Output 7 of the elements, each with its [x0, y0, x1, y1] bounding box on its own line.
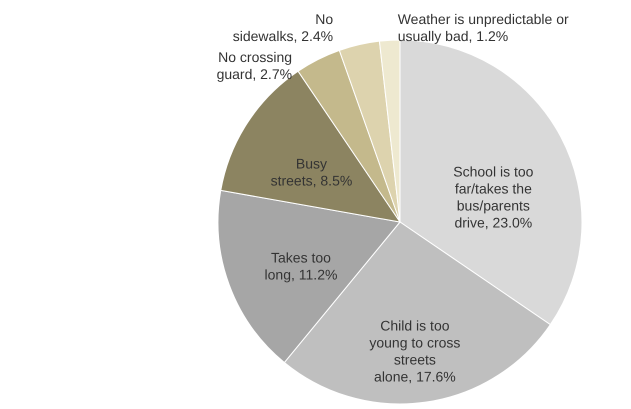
slice-label: Busy streets, 8.5%	[270, 156, 352, 189]
slice-label: Takes too long, 11.2%	[264, 250, 338, 283]
slice-label: School is too far/takes the bus/parents drive, 23.0%	[453, 164, 534, 231]
slice-label: No sidewalks, 2.4%	[232, 11, 334, 44]
slice-label: Child is too young to cross streets alone, 17.6%	[369, 318, 460, 385]
slice-label: Weather is unpredictable or usually bad, 1.2%	[398, 11, 569, 44]
slice-label: No crossing guard, 2.7%	[216, 49, 292, 82]
